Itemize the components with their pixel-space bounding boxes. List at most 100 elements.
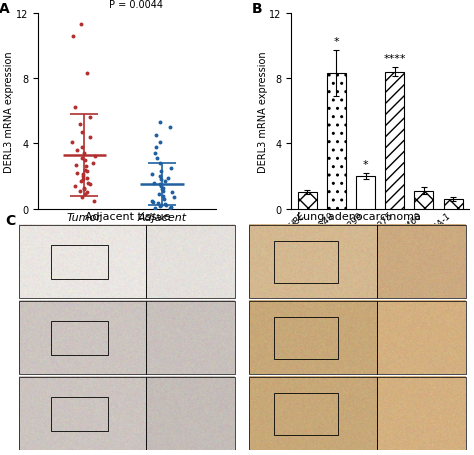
Point bbox=[78, 129, 86, 136]
Point bbox=[77, 21, 85, 29]
Point bbox=[157, 202, 165, 209]
Point bbox=[160, 192, 167, 200]
Point bbox=[156, 160, 164, 167]
Bar bbox=[248, 225, 376, 299]
Point bbox=[76, 188, 84, 195]
Point bbox=[156, 139, 164, 146]
Bar bbox=[19, 301, 146, 374]
Bar bbox=[274, 318, 338, 359]
Point bbox=[157, 168, 165, 176]
Point bbox=[163, 202, 170, 210]
Point bbox=[155, 191, 163, 198]
Point bbox=[159, 186, 166, 193]
Point bbox=[168, 204, 175, 211]
Point bbox=[82, 157, 89, 164]
Point bbox=[161, 178, 168, 185]
Bar bbox=[19, 225, 146, 299]
Point bbox=[73, 162, 80, 169]
Point bbox=[152, 150, 159, 157]
Point bbox=[157, 183, 165, 190]
Point bbox=[91, 153, 99, 161]
Text: *: * bbox=[334, 37, 339, 47]
Point bbox=[152, 205, 159, 212]
Point bbox=[81, 150, 88, 157]
Point bbox=[81, 184, 88, 192]
Bar bbox=[298, 193, 317, 209]
Point bbox=[77, 178, 85, 185]
Point bbox=[166, 124, 174, 131]
Point bbox=[159, 184, 167, 192]
Bar bbox=[385, 72, 404, 209]
Bar bbox=[376, 301, 465, 374]
Text: Lung adenocarcinoma: Lung adenocarcinoma bbox=[297, 212, 421, 222]
Bar bbox=[274, 242, 338, 283]
Point bbox=[156, 173, 164, 180]
Point bbox=[150, 180, 158, 187]
Point bbox=[83, 175, 91, 182]
Point bbox=[71, 183, 79, 190]
Bar bbox=[444, 199, 463, 209]
Point bbox=[152, 132, 159, 140]
Y-axis label: DERL3 mRNA expression: DERL3 mRNA expression bbox=[257, 51, 267, 172]
Point bbox=[153, 155, 161, 162]
Bar bbox=[146, 377, 235, 450]
Point bbox=[161, 201, 169, 208]
Point bbox=[77, 121, 84, 128]
Point bbox=[86, 181, 94, 188]
Point bbox=[166, 205, 173, 212]
Text: C: C bbox=[6, 214, 16, 228]
Bar bbox=[51, 246, 108, 280]
Point bbox=[160, 196, 168, 203]
Bar bbox=[248, 377, 376, 450]
Text: B: B bbox=[252, 2, 263, 16]
Point bbox=[86, 114, 94, 121]
Bar bbox=[376, 377, 465, 450]
Point bbox=[79, 172, 87, 179]
Text: P = 0.0044: P = 0.0044 bbox=[109, 0, 163, 10]
Point bbox=[68, 139, 76, 146]
Point bbox=[78, 194, 86, 202]
Point bbox=[170, 194, 178, 202]
Bar bbox=[146, 225, 235, 299]
Point bbox=[79, 155, 86, 162]
Bar bbox=[248, 301, 376, 374]
Point bbox=[90, 197, 97, 205]
Bar bbox=[146, 301, 235, 374]
Point bbox=[148, 172, 155, 179]
Point bbox=[81, 186, 88, 193]
Point bbox=[90, 160, 97, 167]
Point bbox=[69, 33, 77, 40]
Bar bbox=[51, 322, 108, 356]
Bar bbox=[19, 377, 146, 450]
Point bbox=[83, 189, 91, 197]
Point bbox=[73, 170, 80, 177]
Bar bbox=[274, 394, 338, 435]
Point bbox=[156, 203, 164, 211]
Point bbox=[83, 71, 91, 78]
Point bbox=[78, 144, 86, 151]
Point bbox=[158, 176, 165, 183]
Bar bbox=[376, 225, 465, 299]
Text: A: A bbox=[0, 2, 9, 16]
Text: ****: **** bbox=[383, 54, 406, 64]
Point bbox=[149, 199, 156, 207]
Point bbox=[153, 144, 160, 151]
Point bbox=[83, 168, 91, 176]
Point bbox=[156, 181, 164, 188]
Point bbox=[84, 180, 91, 187]
Point bbox=[82, 167, 89, 174]
Point bbox=[79, 173, 87, 180]
Point bbox=[82, 163, 90, 171]
Point bbox=[164, 175, 172, 182]
Point bbox=[159, 188, 167, 195]
Bar bbox=[327, 74, 346, 209]
Text: Adjacent tissue: Adjacent tissue bbox=[85, 212, 171, 222]
Point bbox=[148, 197, 156, 205]
Point bbox=[156, 119, 164, 126]
Point bbox=[167, 165, 175, 172]
Point bbox=[154, 200, 162, 207]
Bar bbox=[51, 397, 108, 431]
Point bbox=[72, 105, 79, 112]
Text: *: * bbox=[363, 160, 368, 170]
Point bbox=[81, 191, 88, 198]
